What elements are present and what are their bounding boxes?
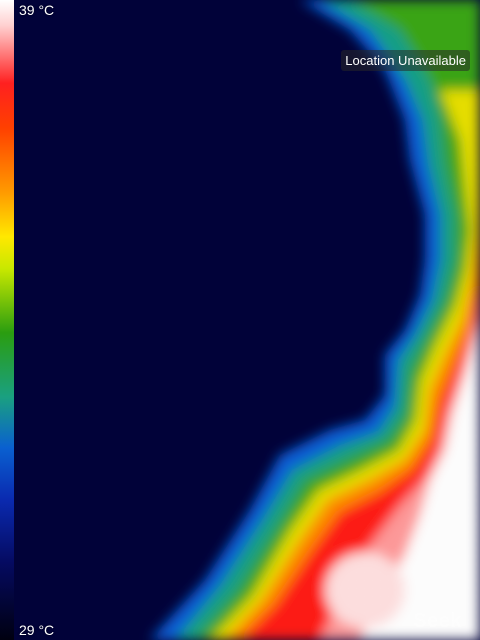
min-temperature-label: 29 °C	[19, 622, 55, 638]
brand-watermark: Seek	[413, 610, 462, 632]
location-status-badge: Location Unavailable	[341, 50, 470, 71]
temperature-scale-bar	[0, 0, 14, 640]
max-temperature-label: 39 °C	[19, 2, 55, 18]
